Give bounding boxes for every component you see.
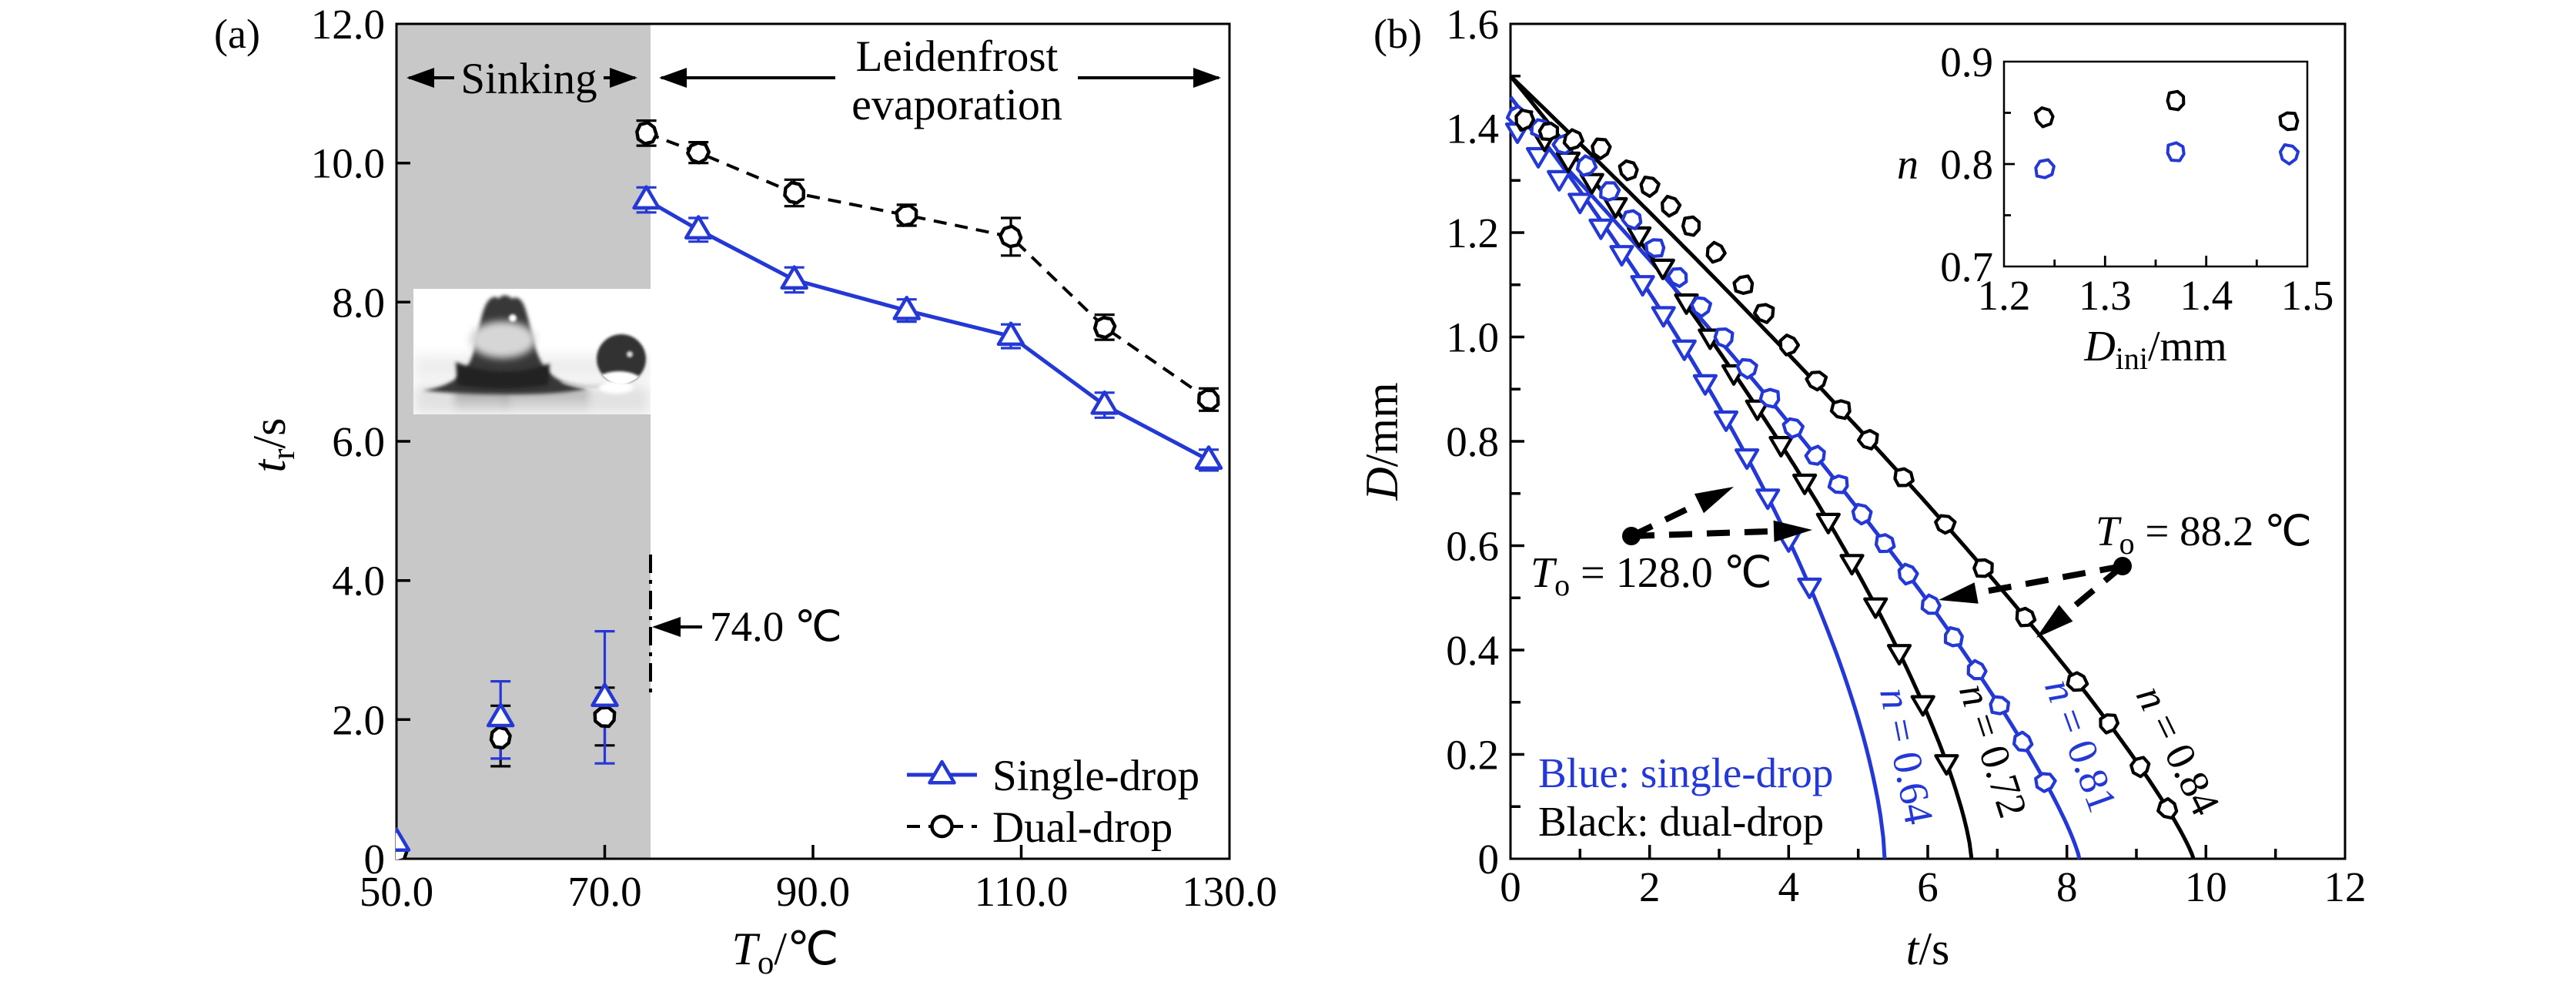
svg-text:Dini/mm: Dini/mm [2083, 323, 2226, 376]
svg-text:Sinking: Sinking [460, 55, 597, 103]
svg-text:12: 12 [2324, 863, 2367, 910]
svg-text:8.0: 8.0 [332, 279, 385, 326]
svg-text:74.0 ℃: 74.0 ℃ [710, 603, 842, 650]
svg-text:1.3: 1.3 [2079, 272, 2132, 319]
svg-text:Dual-drop: Dual-drop [992, 803, 1173, 852]
svg-text:0.9: 0.9 [1940, 39, 1993, 85]
svg-text:1.4: 1.4 [2180, 272, 2233, 319]
svg-text:To = 88.2 ℃: To = 88.2 ℃ [2096, 508, 2312, 561]
svg-text:70.0: 70.0 [567, 868, 641, 915]
svg-text:Single-drop: Single-drop [992, 752, 1199, 800]
svg-text:t/s: t/s [1906, 923, 1950, 974]
svg-text:0.7: 0.7 [1940, 243, 1993, 290]
svg-text:130.0: 130.0 [1182, 868, 1277, 915]
svg-text:1.5: 1.5 [2281, 272, 2334, 319]
svg-text:Blue: single-drop: Blue: single-drop [1538, 749, 1833, 796]
svg-text:4.0: 4.0 [332, 558, 385, 605]
svg-text:1.6: 1.6 [1446, 1, 1499, 48]
svg-text:2: 2 [1639, 863, 1661, 910]
svg-text:12.0: 12.0 [311, 1, 385, 48]
svg-text:1.0: 1.0 [1446, 314, 1499, 361]
svg-text:0.2: 0.2 [1446, 732, 1499, 779]
svg-text:Leidenfrost: Leidenfrost [856, 32, 1059, 81]
svg-text:0.8: 0.8 [1940, 141, 1993, 188]
svg-text:To/℃: To/℃ [732, 923, 839, 978]
svg-text:4: 4 [1778, 863, 1800, 910]
svg-text:50.0: 50.0 [360, 868, 433, 915]
svg-text:1.2: 1.2 [1978, 272, 2031, 319]
svg-text:110.0: 110.0 [975, 868, 1069, 915]
svg-text:D/mm: D/mm [1357, 382, 1407, 501]
svg-text:Black: dual-drop: Black: dual-drop [1538, 798, 1824, 845]
svg-text:n: n [1897, 141, 1919, 189]
svg-text:0.8: 0.8 [1446, 418, 1499, 465]
svg-text:6.0: 6.0 [332, 418, 385, 465]
svg-text:6: 6 [1917, 863, 1939, 910]
svg-text:1.4: 1.4 [1446, 106, 1499, 152]
svg-text:10: 10 [2185, 863, 2227, 910]
svg-text:0: 0 [1500, 863, 1521, 910]
svg-text:tr/s: tr/s [244, 417, 302, 472]
svg-text:0: 0 [364, 836, 386, 883]
svg-text:0.6: 0.6 [1446, 523, 1499, 570]
svg-text:10.0: 10.0 [311, 140, 385, 187]
svg-text:0: 0 [1478, 836, 1500, 883]
svg-text:2.0: 2.0 [332, 696, 385, 743]
svg-text:1.2: 1.2 [1446, 209, 1499, 256]
svg-text:0.4: 0.4 [1446, 627, 1499, 674]
svg-text:evaporation: evaporation [851, 79, 1062, 129]
svg-text:8: 8 [2056, 863, 2078, 910]
svg-text:To = 128.0 ℃: To = 128.0 ℃ [1531, 549, 1772, 602]
svg-text:(a): (a) [214, 11, 260, 57]
svg-text:(b): (b) [1373, 11, 1422, 57]
svg-text:90.0: 90.0 [776, 868, 850, 915]
